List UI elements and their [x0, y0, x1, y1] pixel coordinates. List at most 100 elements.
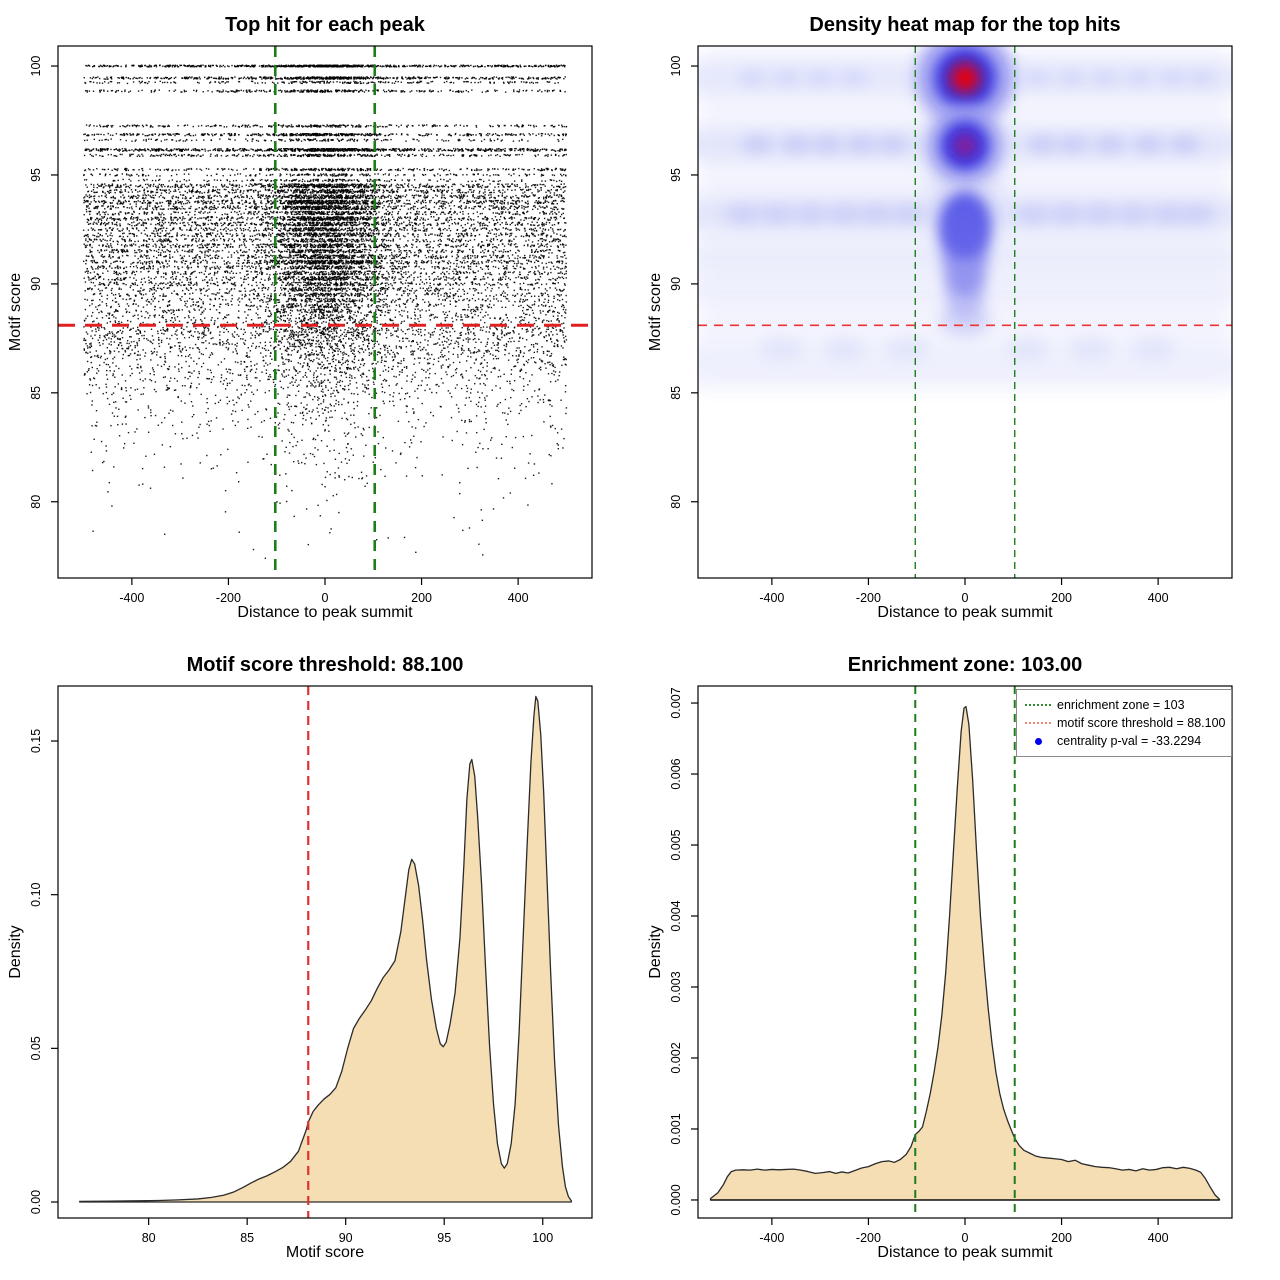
y-tick-label: 90 [669, 277, 683, 291]
y-tick-label: 0.15 [29, 729, 43, 753]
x-tick-label: 100 [532, 1231, 553, 1245]
x-tick-label: -200 [856, 591, 881, 605]
density-curve [709, 705, 1221, 1201]
legend-item-motif-threshold: motif score threshold = 88.100 [1023, 714, 1231, 732]
y-axis-label: Motif score [7, 272, 24, 352]
legend-label: enrichment zone = 103 [1057, 698, 1185, 712]
y-tick-label: 0.10 [29, 882, 43, 906]
plot-frame [697, 45, 1233, 579]
heat-band-blob [792, 204, 829, 225]
heat-band-blob [1082, 204, 1119, 225]
y-tick-label: 100 [29, 56, 43, 77]
heat-band-blob [889, 204, 926, 225]
heat-band-blob [1048, 204, 1085, 225]
y-tick-label: 0.000 [669, 1184, 683, 1215]
x-tick-label: 80 [142, 1231, 156, 1245]
y-tick-label: 0.001 [669, 1113, 683, 1144]
y-axis-label: Motif score [647, 272, 664, 352]
heat-band-blob [758, 204, 795, 225]
x-axis-label: Distance to peak summit [877, 1244, 1053, 1261]
heat-band-blob [1132, 135, 1165, 154]
x-tick-label: 0 [322, 591, 329, 605]
y-tick-label: 0.004 [669, 900, 683, 931]
red-dotted-line-icon [1023, 722, 1053, 724]
x-tick-label: -200 [856, 1231, 881, 1245]
x-axis-label: Distance to peak summit [237, 604, 413, 621]
x-tick-label: 200 [411, 591, 432, 605]
heat-band-blob [822, 337, 867, 362]
heat-band-blob [839, 70, 868, 87]
heat-band-blob [741, 135, 774, 154]
heat-band-blob [724, 204, 761, 225]
y-tick-label: 85 [29, 386, 43, 400]
heat-band-blob [1026, 135, 1059, 154]
heat-band-blob [1057, 70, 1086, 87]
x-tick-label: 400 [1148, 591, 1169, 605]
heat-band-blob [780, 135, 813, 154]
page-title-enrichment-zone: Enrichment zone: 103.00 [847, 654, 1083, 676]
x-tick-label: 200 [1051, 1231, 1072, 1245]
distance-density-svg: -400 -200 0 200 400 0.000 0.001 0.002 0.003 0.004… [669, 685, 1233, 1245]
page-title-heatmap: Density heat map for the top hits [809, 14, 1121, 36]
y-tick-label: 95 [669, 168, 683, 182]
scatter-points-canvas [0, 0, 640, 640]
heat-band-blob [826, 204, 863, 225]
legend-item-centrality-pval: centrality p-val = -33.2294 [1023, 732, 1231, 750]
heat-band-blob [738, 70, 767, 87]
heat-band-blob [811, 135, 844, 154]
plot-frame [57, 685, 593, 1219]
legend: enrichment zone = 103 motif score thresh… [1016, 689, 1232, 757]
heat-band-blob [1068, 337, 1113, 362]
y-tick-label: 0.007 [669, 687, 683, 718]
heat-hotspot [939, 304, 991, 337]
panel-score-density: 80 85 90 95 100 0.00 0.05 0.10 0.15 Motif score … [0, 640, 640, 1280]
scatter-axes-svg: -400 -200 0 200 400 80 85 90 95 100 [29, 45, 593, 605]
y-tick-label: 90 [29, 277, 43, 291]
x-axis-label: Distance to peak summit [877, 604, 1053, 621]
heat-band-blob [1158, 70, 1187, 87]
y-tick-label: 85 [669, 386, 683, 400]
x-tick-label: -400 [119, 591, 144, 605]
x-tick-label: -400 [759, 591, 784, 605]
heat-band-blob [806, 70, 835, 87]
heat-band-blob [772, 70, 801, 87]
heatmap-image [698, 46, 1232, 578]
heat-band-blob [857, 204, 894, 225]
heatmap-svg: -400 -200 0 200 400 80 85 90 95 100 [669, 45, 1233, 605]
y-tick-label: 95 [29, 168, 43, 182]
x-tick-label: 400 [508, 591, 529, 605]
y-tick-label: 100 [669, 56, 683, 77]
legend-label: motif score threshold = 88.100 [1057, 716, 1226, 730]
green-dotted-line-icon [1023, 704, 1053, 706]
heat-band-blob [1057, 135, 1090, 154]
plot-frame [697, 685, 1233, 1219]
heat-band-blob [845, 135, 878, 154]
heat-band-blob [1115, 204, 1152, 225]
y-axis-label: Density [7, 925, 24, 979]
y-tick-label: 0.003 [669, 971, 683, 1002]
heat-band-blob [1124, 70, 1153, 87]
heat-band-blob [1187, 70, 1216, 87]
score-density-svg: 80 85 90 95 100 0.00 0.05 0.10 0.15 [29, 685, 593, 1245]
x-tick-label: -200 [216, 591, 241, 605]
x-tick-label: 85 [240, 1231, 254, 1245]
y-tick-label: 80 [669, 495, 683, 509]
heat-band-blob [1005, 337, 1050, 362]
heat-band-blob [1023, 70, 1052, 87]
heat-band-blob [876, 135, 909, 154]
heat-band-blob [1178, 204, 1215, 225]
y-tick-label: 80 [29, 495, 43, 509]
panel-top-hit-scatter: -400 -200 0 200 400 80 85 90 95 100 Top hit for e… [0, 0, 640, 640]
legend-item-enrichment-zone: enrichment zone = 103 [1023, 696, 1231, 714]
blue-point-icon [1023, 737, 1053, 745]
density-curve [79, 695, 572, 1203]
y-tick-label: 0.005 [669, 829, 683, 860]
heat-band-blob [1131, 337, 1176, 362]
page-title-score-threshold: Motif score threshold: 88.100 [186, 654, 464, 676]
x-tick-label: 400 [1148, 1231, 1169, 1245]
heat-band-blob [1168, 135, 1201, 154]
x-tick-label: -400 [759, 1231, 784, 1245]
x-tick-label: 90 [339, 1231, 353, 1245]
y-tick-label: 0.002 [669, 1042, 683, 1073]
